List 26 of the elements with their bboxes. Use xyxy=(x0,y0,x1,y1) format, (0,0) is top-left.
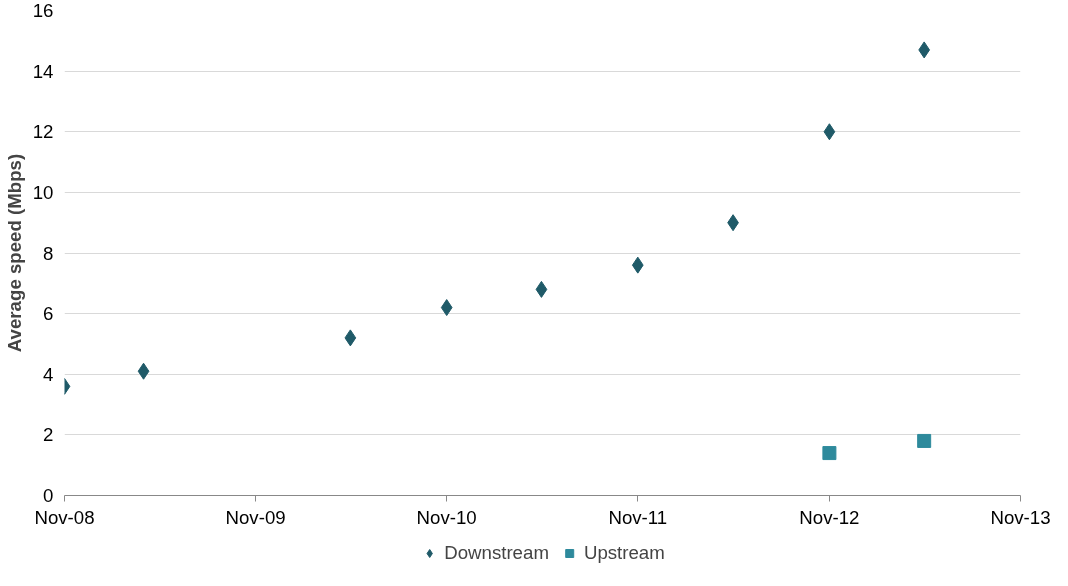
y-tick-label: 0 xyxy=(43,485,54,506)
x-tick-label: Nov-11 xyxy=(608,506,668,528)
y-tick-label: 14 xyxy=(32,60,54,82)
legend-label: Downstream xyxy=(444,542,549,564)
y-tick-label: 12 xyxy=(32,121,54,143)
point xyxy=(822,446,837,461)
legend-label: Upstream xyxy=(583,542,665,564)
point xyxy=(440,299,453,317)
x-tick-label: Nov-08 xyxy=(34,506,95,528)
x-tick-label: Nov-12 xyxy=(799,506,860,528)
y-tick-label: 2 xyxy=(43,424,54,446)
point xyxy=(823,123,836,141)
point xyxy=(917,433,932,448)
point xyxy=(344,329,357,347)
y-tick-label: 8 xyxy=(43,242,54,264)
point xyxy=(137,362,150,380)
x-tick-label: Nov-10 xyxy=(416,506,477,528)
y-tick-label: 10 xyxy=(32,181,54,203)
y-axis-title: Average speed (Mbps) xyxy=(3,153,25,353)
y-tick-label: 16 xyxy=(32,0,54,21)
y-tick-label: 4 xyxy=(43,363,54,385)
y-tick-label: 6 xyxy=(43,303,54,325)
x-tick-label: Nov-13 xyxy=(990,506,1051,528)
point xyxy=(631,256,644,274)
point xyxy=(535,280,548,298)
x-tick-label: Nov-09 xyxy=(225,506,286,528)
